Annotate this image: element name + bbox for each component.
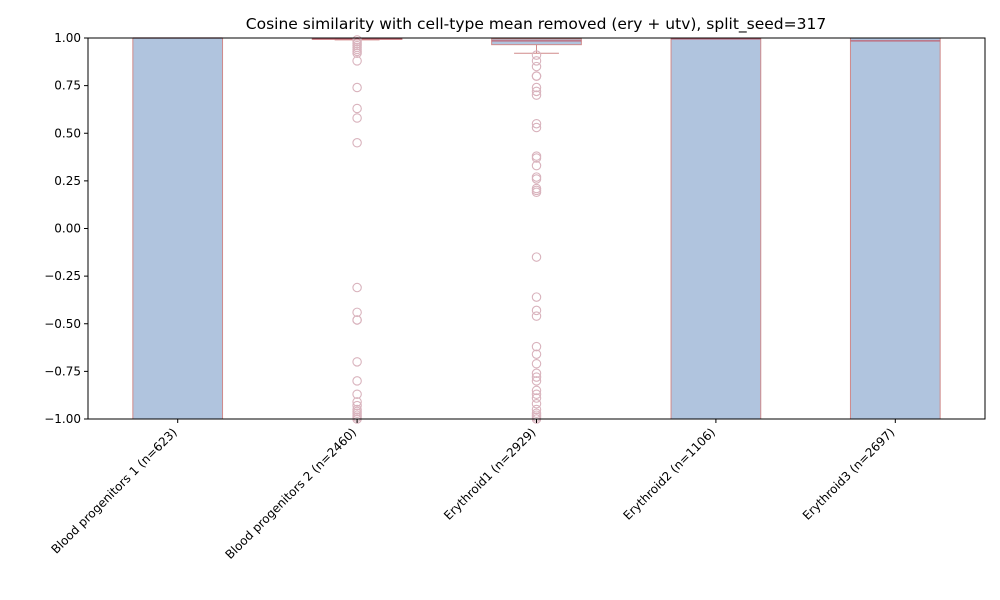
flier-point	[531, 71, 542, 81]
y-tick-label: −0.75	[44, 364, 81, 378]
y-tick-label: −0.50	[44, 317, 81, 331]
flier-point	[352, 282, 362, 293]
axes-frame	[87, 37, 986, 420]
y-axis: 1.00 0.75 0.50 0.25 0.00 −0.25 −0.50 −0.75 −1.00	[44, 31, 88, 426]
x-tick-label: Erythroid1 (n=2929)	[441, 425, 539, 523]
x-tick-label: Erythroid3 (n=2697)	[800, 425, 898, 523]
flier-point	[531, 404, 542, 415]
flier-point	[531, 389, 542, 399]
y-tick-label: −0.25	[44, 269, 81, 283]
flier-point	[352, 397, 362, 407]
box-iqr	[849, 37, 941, 420]
box-iqr	[670, 37, 762, 420]
flier-point	[531, 151, 542, 161]
flier-point	[531, 376, 542, 386]
flier-point	[531, 359, 542, 369]
flier-point	[531, 90, 542, 100]
x-tick-label: Blood progenitors 2 (n=2460)	[223, 425, 360, 562]
flier-point	[531, 341, 542, 352]
flier-point	[531, 185, 542, 196]
box-iqr	[491, 38, 582, 46]
box-group-2	[311, 35, 403, 424]
chart-title: Cosine similarity with cell-type mean re…	[246, 15, 826, 34]
flier-point	[531, 311, 542, 321]
flier-point	[352, 376, 362, 386]
box-iqr	[132, 37, 224, 420]
flier-point	[352, 113, 362, 123]
flier-point	[352, 56, 362, 66]
flier-point	[531, 56, 542, 66]
y-tick-label: 0.50	[54, 126, 81, 140]
flier-point	[531, 187, 542, 198]
flier-point	[352, 400, 362, 411]
flier-point	[531, 349, 542, 359]
flier-point	[531, 61, 542, 72]
y-tick-label: −1.00	[44, 412, 81, 426]
flier-point	[531, 305, 542, 316]
flier-point	[352, 138, 362, 148]
flier-point	[531, 118, 542, 129]
box-group-1	[132, 37, 224, 420]
y-tick-label: 1.00	[54, 31, 81, 45]
box-group-4	[670, 37, 762, 420]
flier-point	[531, 292, 542, 302]
flier-point	[531, 372, 542, 382]
flier-point	[531, 368, 542, 379]
flier-point	[531, 385, 542, 396]
flier-point	[352, 48, 362, 58]
box-group-5	[849, 37, 941, 420]
y-tick-label: 0.75	[54, 79, 81, 93]
flier-point	[531, 174, 542, 184]
flier-point	[352, 82, 362, 93]
flier-point	[352, 307, 362, 318]
flier-point	[352, 315, 362, 325]
flier-point	[531, 393, 542, 403]
flier-point	[531, 122, 542, 133]
flier-point	[531, 153, 542, 163]
x-tick-label: Blood progenitors 1 (n=623)	[49, 425, 180, 556]
flier-point	[531, 160, 542, 171]
plot-area	[132, 35, 941, 424]
flier-point	[531, 82, 542, 93]
flier-point	[531, 50, 542, 60]
flier-point	[531, 399, 542, 409]
x-axis: Blood progenitors 1 (n=623) Blood progeni…	[49, 419, 898, 562]
flier-point	[531, 172, 542, 182]
flier-point	[531, 86, 542, 97]
flier-point	[531, 252, 542, 262]
flier-point	[352, 389, 362, 399]
y-tick-label: 0.00	[54, 222, 81, 236]
box-group-3	[491, 37, 582, 424]
flier-point	[352, 357, 362, 367]
y-tick-label: 0.25	[54, 174, 81, 188]
x-tick-label: Erythroid2 (n=1106)	[621, 425, 719, 523]
flier-point	[352, 103, 362, 114]
